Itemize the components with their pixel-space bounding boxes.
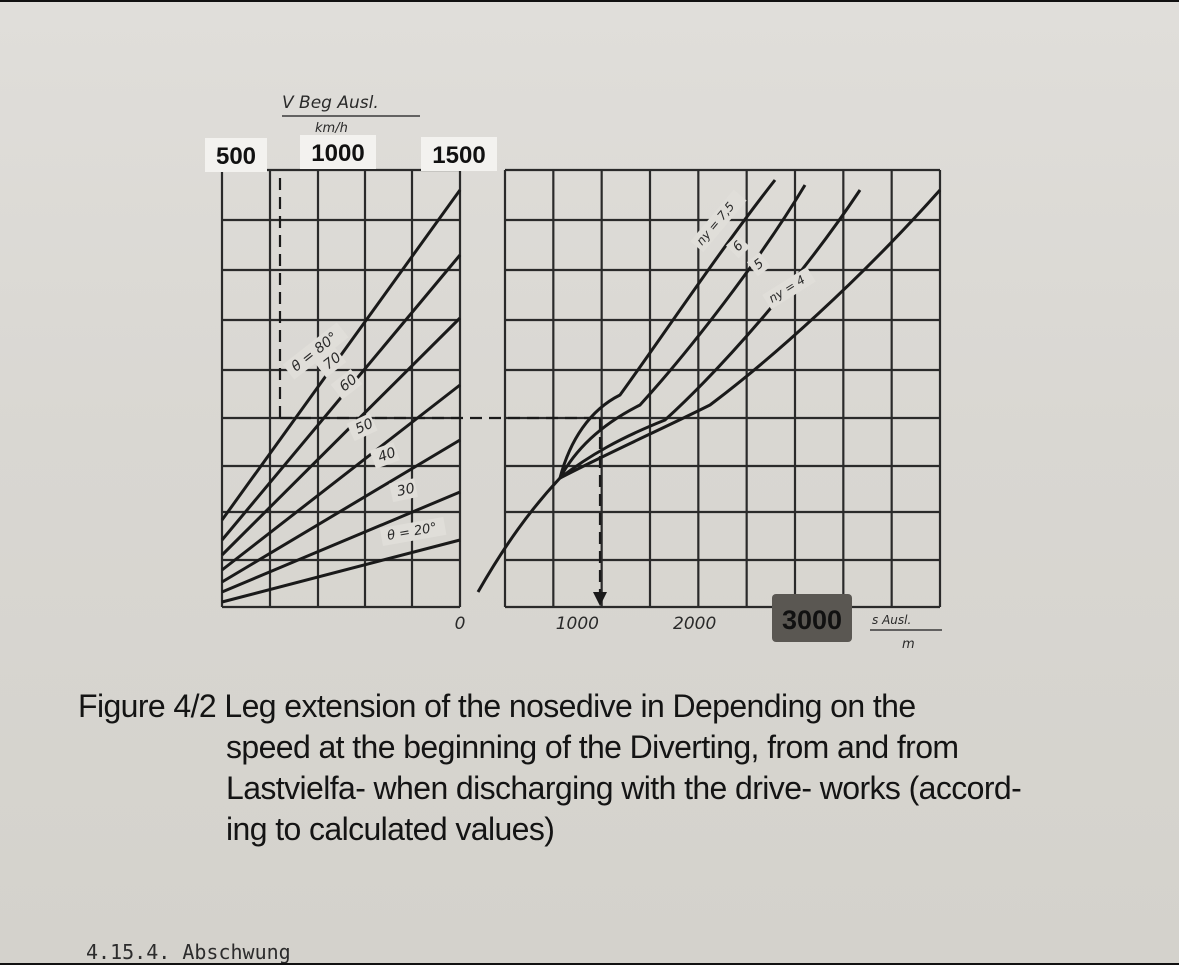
caption-line-2: speed at the beginning of the Diverting,… xyxy=(226,729,959,765)
theta-label-5: 30 xyxy=(396,481,417,500)
theta-label-bg-3 xyxy=(346,413,378,442)
caption-line-3: Lastvielfa- when discharging with the dr… xyxy=(226,770,1022,806)
ny-label-bg-0 xyxy=(690,189,747,253)
right-panel-grid xyxy=(503,168,942,609)
theta-curve-3 xyxy=(221,383,461,572)
theta-label-4: 40 xyxy=(376,445,398,466)
bottom-tick-label-2: 2000 xyxy=(673,614,716,634)
theta-label-3: 50 xyxy=(353,416,376,438)
ny-label-bg-2 xyxy=(746,252,771,277)
theta-curve-6 xyxy=(221,538,461,604)
ny-common-start xyxy=(476,476,562,593)
caption-line-1: Figure 4/2 Leg extension of the nosedive… xyxy=(78,688,916,724)
bottom-tick-label-1: 1000 xyxy=(556,614,599,634)
figure-caption: Figure 4/2 Leg extension of the nosedive… xyxy=(78,686,1138,850)
bottom-tick-box-3 xyxy=(772,594,852,642)
top-tick-label-1: 1000 xyxy=(311,140,364,167)
caption-line-4: ing to calculated values) xyxy=(226,811,555,847)
right-axis-unit: m xyxy=(902,637,915,652)
ny-curve-3 xyxy=(559,189,942,480)
ny-label-bg-1 xyxy=(725,234,751,259)
theta-curve-2 xyxy=(220,316,462,557)
bottom-border xyxy=(0,963,1179,965)
top-tick-box-0 xyxy=(205,138,267,172)
theta-curve-0 xyxy=(220,189,462,521)
top-axis-label: V Beg Ausl. xyxy=(282,93,379,113)
ny-label-bg-3 xyxy=(762,267,816,310)
reading-guides xyxy=(278,178,607,606)
theta-label-bg-5 xyxy=(389,478,418,503)
theta-label-bg-4 xyxy=(369,442,400,469)
top-tick-label-0: 500 xyxy=(216,143,256,170)
bottom-tick-label-0: 0 xyxy=(455,614,466,634)
top-tick-label-2: 1500 xyxy=(432,142,485,169)
theta-curve-4 xyxy=(221,438,461,584)
bottom-tick-label-3: 3000 xyxy=(782,605,842,635)
theta-label-bg-0 xyxy=(282,322,349,380)
theta-curve-5 xyxy=(221,490,461,594)
theta-label-bg-6 xyxy=(379,517,447,546)
top-axis-unit: km/h xyxy=(315,121,348,136)
ny-curve-0 xyxy=(558,179,777,479)
ny-curve-1 xyxy=(558,184,807,479)
top-tick-box-2 xyxy=(421,137,497,171)
theta-label-bg-2 xyxy=(330,369,363,400)
ny-curves xyxy=(476,179,942,593)
guide-arrow xyxy=(593,592,607,606)
top-border xyxy=(0,0,1179,2)
right-axis-label: s Ausl. xyxy=(872,613,911,627)
theta-label-bg-1 xyxy=(314,347,347,378)
section-heading: 4.15.4. Abschwung xyxy=(86,940,291,964)
top-tick-box-1 xyxy=(300,135,376,169)
ny-curve-2 xyxy=(559,189,862,480)
